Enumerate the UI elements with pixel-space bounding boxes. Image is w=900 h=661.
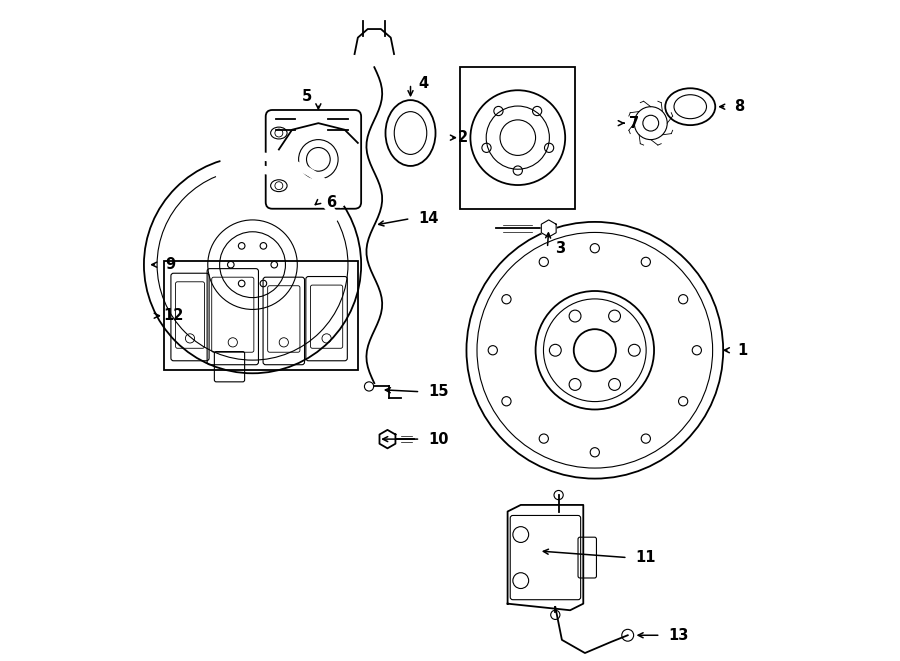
Text: 1: 1 bbox=[738, 343, 748, 358]
Text: 5: 5 bbox=[302, 89, 311, 104]
Text: 9: 9 bbox=[165, 257, 176, 272]
Text: 15: 15 bbox=[428, 384, 449, 399]
Text: 4: 4 bbox=[418, 76, 428, 91]
Text: 7: 7 bbox=[629, 116, 639, 131]
Text: 12: 12 bbox=[163, 308, 184, 323]
Polygon shape bbox=[541, 220, 556, 237]
Text: 2: 2 bbox=[458, 130, 468, 145]
Text: 8: 8 bbox=[734, 99, 744, 114]
Bar bbox=[460, 67, 575, 209]
Polygon shape bbox=[380, 430, 395, 448]
Polygon shape bbox=[508, 505, 583, 610]
Text: 6: 6 bbox=[327, 194, 337, 210]
Text: 14: 14 bbox=[418, 211, 439, 226]
Bar bbox=[164, 261, 358, 370]
Text: 11: 11 bbox=[635, 550, 656, 565]
Text: 3: 3 bbox=[555, 241, 565, 256]
Text: 13: 13 bbox=[669, 628, 689, 642]
Text: 10: 10 bbox=[428, 432, 449, 447]
